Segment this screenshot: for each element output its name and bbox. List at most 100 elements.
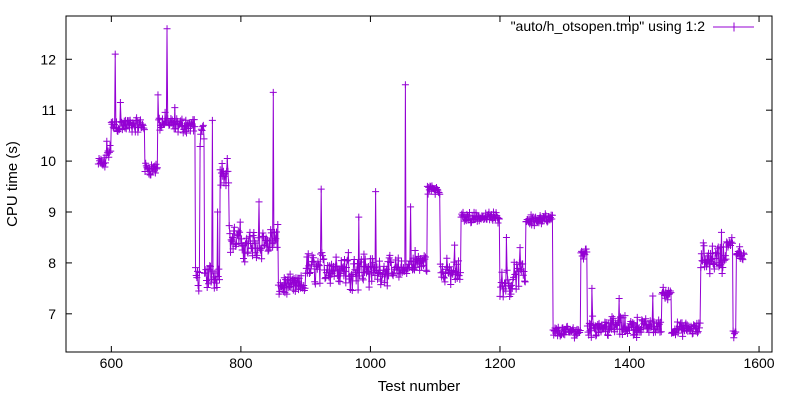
plot-frame [65,15,773,353]
axis-layer: 600 800 1000 1200 1400 1600 7 8 9 10 11 12 [40,16,775,371]
data-point-marker [105,153,113,161]
data-point-marker [200,135,208,143]
legend-plus-marker [729,22,739,32]
data-point-marker [666,287,674,295]
data-point-marker [227,248,235,256]
data-point-marker [637,328,645,336]
data-point-marker [730,330,738,338]
data-point-marker [694,328,702,336]
data-point-marker [421,253,429,261]
data-point-marker [411,247,419,255]
data-point-marker [697,250,705,258]
data-point-marker [496,292,504,300]
data-point-marker [739,256,747,264]
data-point-marker [576,326,584,334]
data-point-marker [676,323,684,331]
data-point-marker [633,313,641,321]
data-point-marker [721,256,729,264]
data-point-marker [443,254,451,262]
data-point-marker [698,257,706,265]
data-point-marker [719,263,727,271]
data-point-marker [326,279,334,287]
data-point-marker [597,328,605,336]
data-point-marker [344,249,352,257]
data-point-marker [199,123,207,131]
data-point-marker [694,329,702,337]
data-point-marker [709,259,717,267]
data-point-marker [163,25,171,33]
data-point-marker [667,289,675,297]
y-tick-label: 10 [40,153,56,169]
data-point-marker [664,296,672,304]
data-point-marker [154,91,162,99]
data-point-marker [621,312,629,320]
data-point-marker [407,203,415,211]
data-point-marker [267,226,275,234]
data-point-marker [438,263,446,271]
data-point-marker [225,179,233,187]
data-point-marker [250,229,258,237]
data-point-marker [507,290,515,298]
data-point-marker [155,114,163,122]
data-point-marker [695,324,703,332]
data-point-marker [151,169,159,177]
data-point-marker [445,263,453,271]
data-point-marker [401,81,409,89]
data-point-marker [456,275,464,283]
data-point-marker [317,185,325,193]
data-point-marker [213,283,221,291]
data-point-marker [136,116,144,124]
data-point-marker [371,271,379,279]
data-point-marker [498,268,506,276]
data-point-marker [588,284,596,292]
data-point-marker [234,227,242,235]
data-point-marker [199,121,207,129]
data-point-marker [211,269,219,277]
data-point-marker [657,328,665,336]
data-point-marker [682,319,690,327]
data-point-marker [423,267,431,275]
data-point-marker [516,244,524,252]
data-point-marker [315,262,323,270]
data-point-marker [257,245,265,253]
y-tick-label: 9 [48,204,56,220]
data-point-marker [331,266,339,274]
x-tick-label: 1000 [355,355,386,371]
data-point-marker [497,279,505,286]
data-point-marker [190,127,198,135]
data-point-marker [721,252,729,260]
data-point-marker [252,239,260,247]
data-point-marker [520,267,528,275]
data-point-marker [633,333,641,341]
data-point-marker [274,220,282,228]
data-point-marker [177,117,185,125]
data-point-marker [368,255,376,263]
data-point-marker [548,211,556,219]
data-point-marker [174,128,182,136]
x-axis-label: Test number [378,378,461,395]
data-point-marker [340,272,348,280]
data-point-marker [369,259,377,267]
data-point-marker [708,242,716,250]
data-point-marker [194,282,202,290]
data-point-marker [435,189,443,197]
x-tick-label: 800 [229,355,253,371]
data-point-marker [256,246,264,254]
data-point-marker [161,108,169,116]
data-point-marker [321,275,329,283]
data-point-marker [697,264,705,272]
data-point-marker [316,279,324,287]
data-point-marker [336,278,344,286]
data-point-marker [388,270,396,278]
data-point-marker [436,190,444,198]
data-point-marker [102,159,110,167]
y-tick-label: 8 [48,255,56,271]
data-point-marker [207,278,215,286]
data-point-marker [350,255,358,263]
data-point-marker [585,319,593,327]
data-point-marker [214,208,222,216]
y-tick-label: 11 [41,102,56,118]
data-point-marker [732,328,740,336]
data-point-marker [530,222,538,230]
